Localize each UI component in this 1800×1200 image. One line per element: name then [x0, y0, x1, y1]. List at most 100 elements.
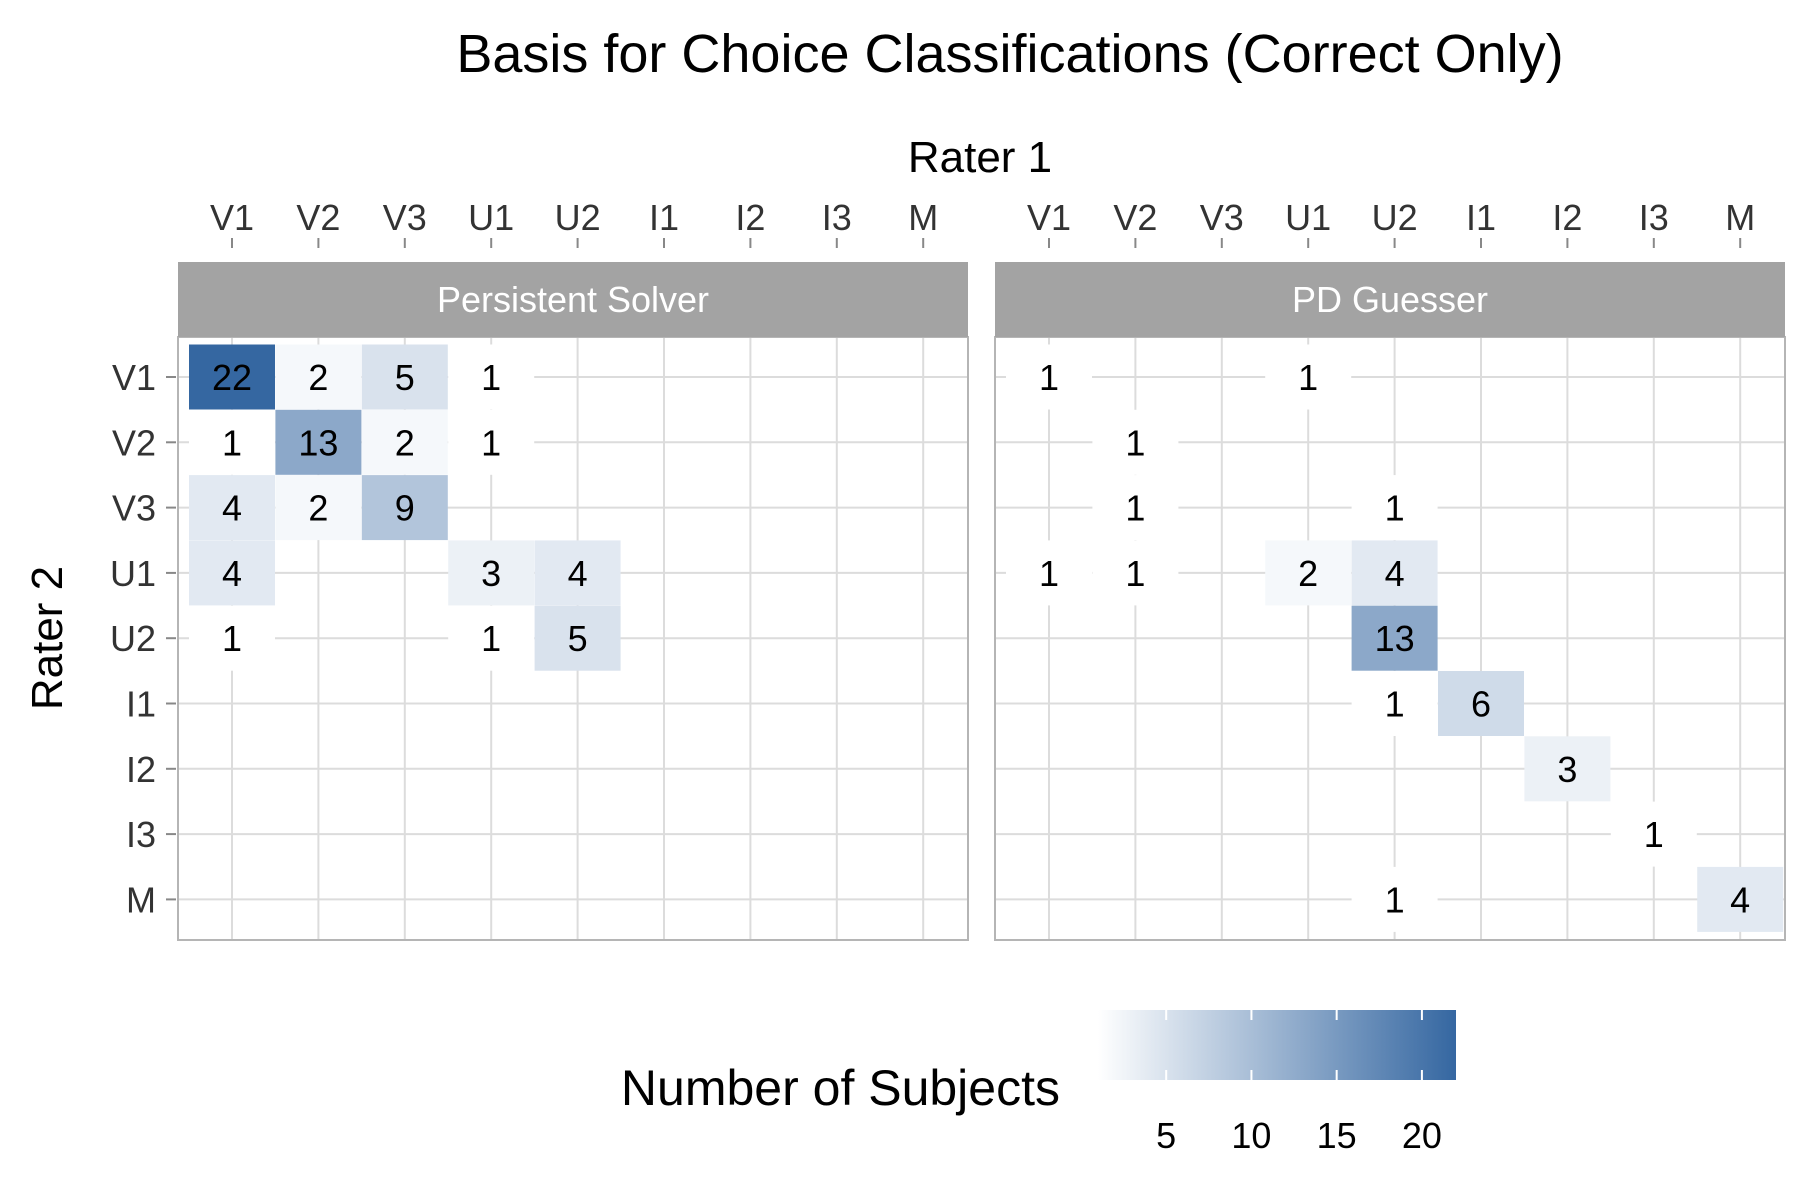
- cell-value-label: 13: [1375, 618, 1415, 659]
- cell-value-label: 4: [222, 488, 242, 529]
- x-tick-label: U1: [1285, 197, 1331, 238]
- cell-value-label: 13: [298, 422, 338, 463]
- x-tick-label: U2: [555, 197, 601, 238]
- cell-value-label: 4: [1730, 879, 1750, 920]
- cell-value-label: 2: [395, 422, 415, 463]
- cell-value-label: 4: [1385, 553, 1405, 594]
- facet-strip: [995, 262, 1785, 337]
- heatmap-cell: [448, 344, 535, 410]
- y-tick-label: I2: [126, 749, 156, 790]
- cell-value-label: 2: [308, 357, 328, 398]
- heatmap-cell: [448, 540, 535, 606]
- heatmap-cell: [1351, 866, 1438, 932]
- y-tick-label: M: [126, 879, 156, 920]
- heatmap-cell: [448, 409, 535, 475]
- legend-tick-label: 10: [1231, 1115, 1271, 1156]
- cell-value-label: 4: [568, 553, 588, 594]
- cell-value-label: 1: [481, 618, 501, 659]
- x-tick-label: V2: [296, 197, 340, 238]
- x-tick-label: V1: [210, 197, 254, 238]
- x-tick-label: V1: [1027, 197, 1071, 238]
- cell-value-label: 1: [1039, 553, 1059, 594]
- heatmap-cell: [534, 605, 621, 671]
- facet-strip-label: Persistent Solver: [437, 279, 709, 320]
- cell-value-label: 1: [1385, 879, 1405, 920]
- heatmap-cell: [189, 605, 275, 671]
- heatmap-cell: [1265, 540, 1352, 606]
- heatmap-cell: [1351, 671, 1438, 736]
- heatmap-cell: [1610, 801, 1697, 867]
- y-tick-label: V3: [112, 488, 156, 529]
- cell-value-label: 2: [1298, 553, 1318, 594]
- heatmap-cell: [361, 409, 448, 475]
- facet-strip: [178, 262, 968, 337]
- heatmap-cell: [1351, 540, 1438, 606]
- heatmap-cell: [1265, 344, 1352, 410]
- heatmap-cell: [1524, 736, 1611, 802]
- heatmap-cell: [1351, 605, 1438, 671]
- facet-panel: 1 1 1 1 1 1 1 2 4 13 1 6 3 1 1 4 PD Guesser V1 V2 V3 U1 U2 I1 I…: [994, 197, 1786, 941]
- x-tick-label: M: [1725, 197, 1755, 238]
- heatmap-cell: [189, 540, 275, 606]
- x-tick-label: I2: [735, 197, 765, 238]
- cell-value-label: 1: [1125, 422, 1145, 463]
- cell-value-label: 1: [222, 422, 242, 463]
- y-tick-label: U2: [110, 618, 156, 659]
- color-legend: Number of Subjects 5 10 15 20: [621, 1010, 1456, 1156]
- legend-title: Number of Subjects: [621, 1060, 1060, 1116]
- heatmap-cell: [1092, 409, 1179, 475]
- x-axis-title: Rater 1: [908, 133, 1052, 182]
- cell-value-label: 9: [395, 488, 415, 529]
- heatmap-cell: [1092, 475, 1179, 541]
- cell-value-label: 1: [1039, 357, 1059, 398]
- x-tick-label: I3: [822, 197, 852, 238]
- heatmap-cell: [1006, 540, 1092, 606]
- cell-value-label: 2: [308, 488, 328, 529]
- legend-colorbar: [1098, 1010, 1456, 1080]
- y-tick-label: V1: [112, 357, 156, 398]
- x-tick-label: U2: [1372, 197, 1418, 238]
- heatmap-cell: [275, 475, 362, 541]
- x-tick-label: I3: [1639, 197, 1669, 238]
- cell-value-label: 5: [395, 357, 415, 398]
- cell-value-label: 1: [1298, 357, 1318, 398]
- cell-value-label: 1: [222, 618, 242, 659]
- cell-value-label: 5: [568, 618, 588, 659]
- y-tick-label: U1: [110, 553, 156, 594]
- x-tick-label: V3: [383, 197, 427, 238]
- x-tick-label: V2: [1113, 197, 1157, 238]
- legend-tick-label: 15: [1317, 1115, 1357, 1156]
- cell-value-label: 1: [1125, 553, 1145, 594]
- cell-value-label: 6: [1471, 684, 1491, 725]
- x-tick-label: V3: [1200, 197, 1244, 238]
- facet-strip-label: PD Guesser: [1292, 279, 1488, 320]
- x-tick-label: I1: [1466, 197, 1496, 238]
- cell-value-label: 3: [1557, 749, 1577, 790]
- x-tick-label: I1: [649, 197, 679, 238]
- heatmap-cell: [275, 409, 362, 475]
- heatmap-cell: [534, 540, 621, 606]
- y-axis-title: Rater 2: [23, 566, 72, 710]
- cell-value-label: 3: [481, 553, 501, 594]
- legend-tick-label: 20: [1402, 1115, 1442, 1156]
- cell-value-label: 1: [481, 422, 501, 463]
- legend-tick-label: 5: [1156, 1115, 1176, 1156]
- cell-value-label: 22: [212, 357, 252, 398]
- heatmap-cell: [1092, 540, 1179, 606]
- x-tick-label: I2: [1552, 197, 1582, 238]
- cell-value-label: 1: [1385, 488, 1405, 529]
- heatmap-cell: [189, 409, 275, 475]
- heatmap-cell: [1438, 671, 1524, 736]
- y-tick-label: V2: [112, 422, 156, 463]
- heatmap-cell: [448, 605, 535, 671]
- heatmap-cell: [1697, 866, 1784, 932]
- x-tick-label: M: [908, 197, 938, 238]
- cell-value-label: 1: [1385, 684, 1405, 725]
- cell-value-label: 4: [222, 553, 242, 594]
- chart-title: Basis for Choice Classifications (Correc…: [456, 24, 1563, 84]
- cell-value-label: 1: [481, 357, 501, 398]
- x-tick-label: U1: [468, 197, 514, 238]
- cell-value-label: 1: [1125, 488, 1145, 529]
